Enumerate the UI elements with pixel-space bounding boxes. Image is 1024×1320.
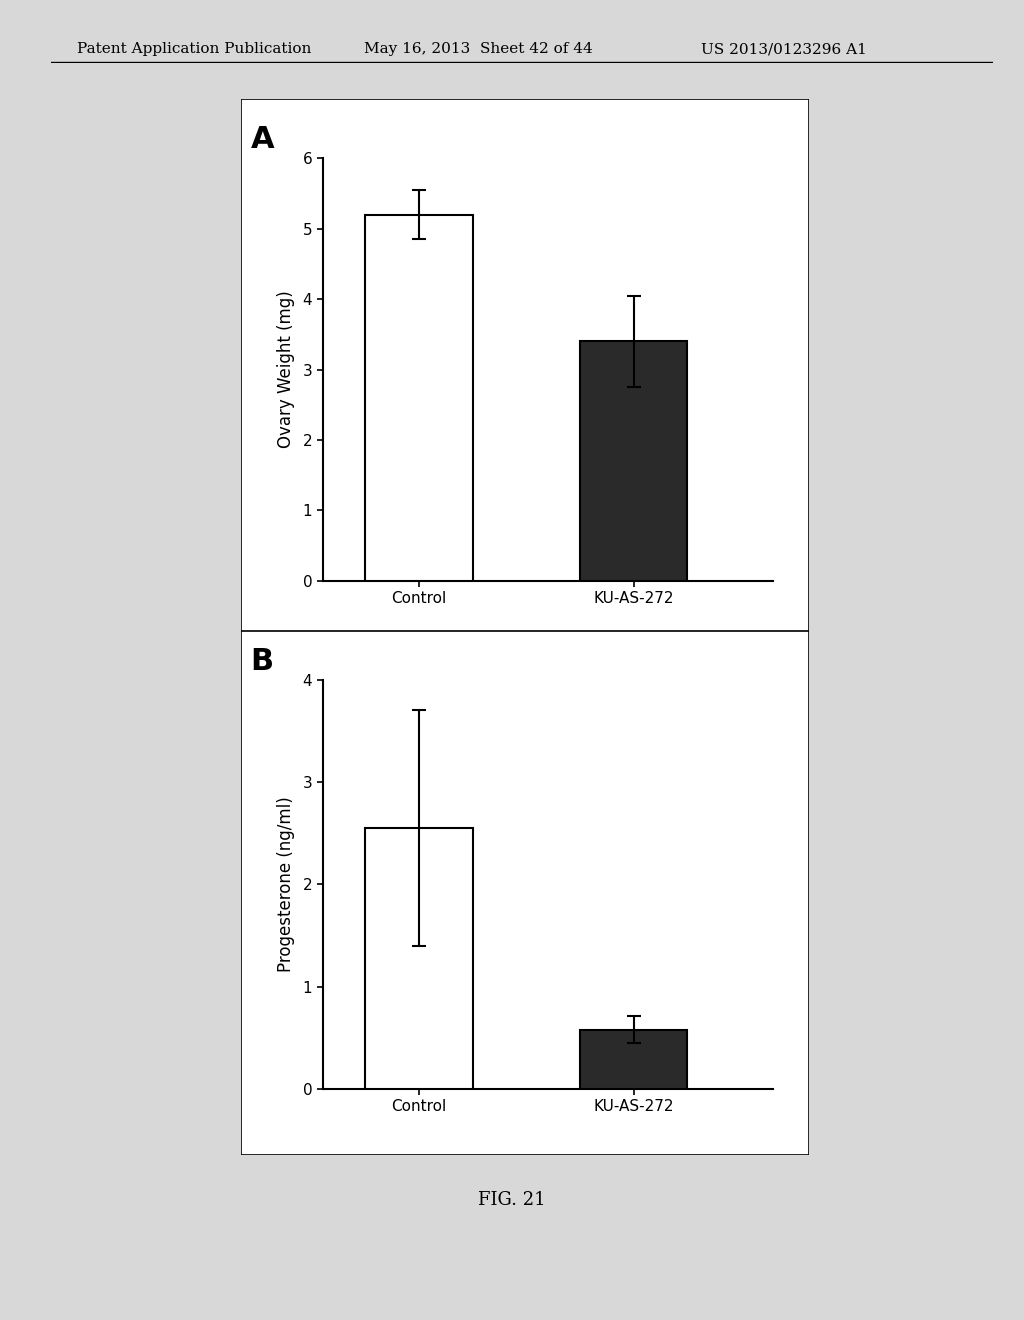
Y-axis label: Progesterone (ng/ml): Progesterone (ng/ml) bbox=[278, 796, 296, 973]
Text: US 2013/0123296 A1: US 2013/0123296 A1 bbox=[701, 42, 867, 57]
Bar bbox=[366, 828, 473, 1089]
Text: B: B bbox=[251, 647, 273, 676]
Text: FIG. 21: FIG. 21 bbox=[478, 1191, 546, 1209]
Text: Patent Application Publication: Patent Application Publication bbox=[77, 42, 311, 57]
Text: A: A bbox=[251, 124, 274, 153]
Bar bbox=[580, 1030, 687, 1089]
Bar bbox=[580, 342, 687, 581]
Text: May 16, 2013  Sheet 42 of 44: May 16, 2013 Sheet 42 of 44 bbox=[364, 42, 592, 57]
Bar bbox=[366, 215, 473, 581]
Y-axis label: Ovary Weight (mg): Ovary Weight (mg) bbox=[278, 290, 296, 449]
